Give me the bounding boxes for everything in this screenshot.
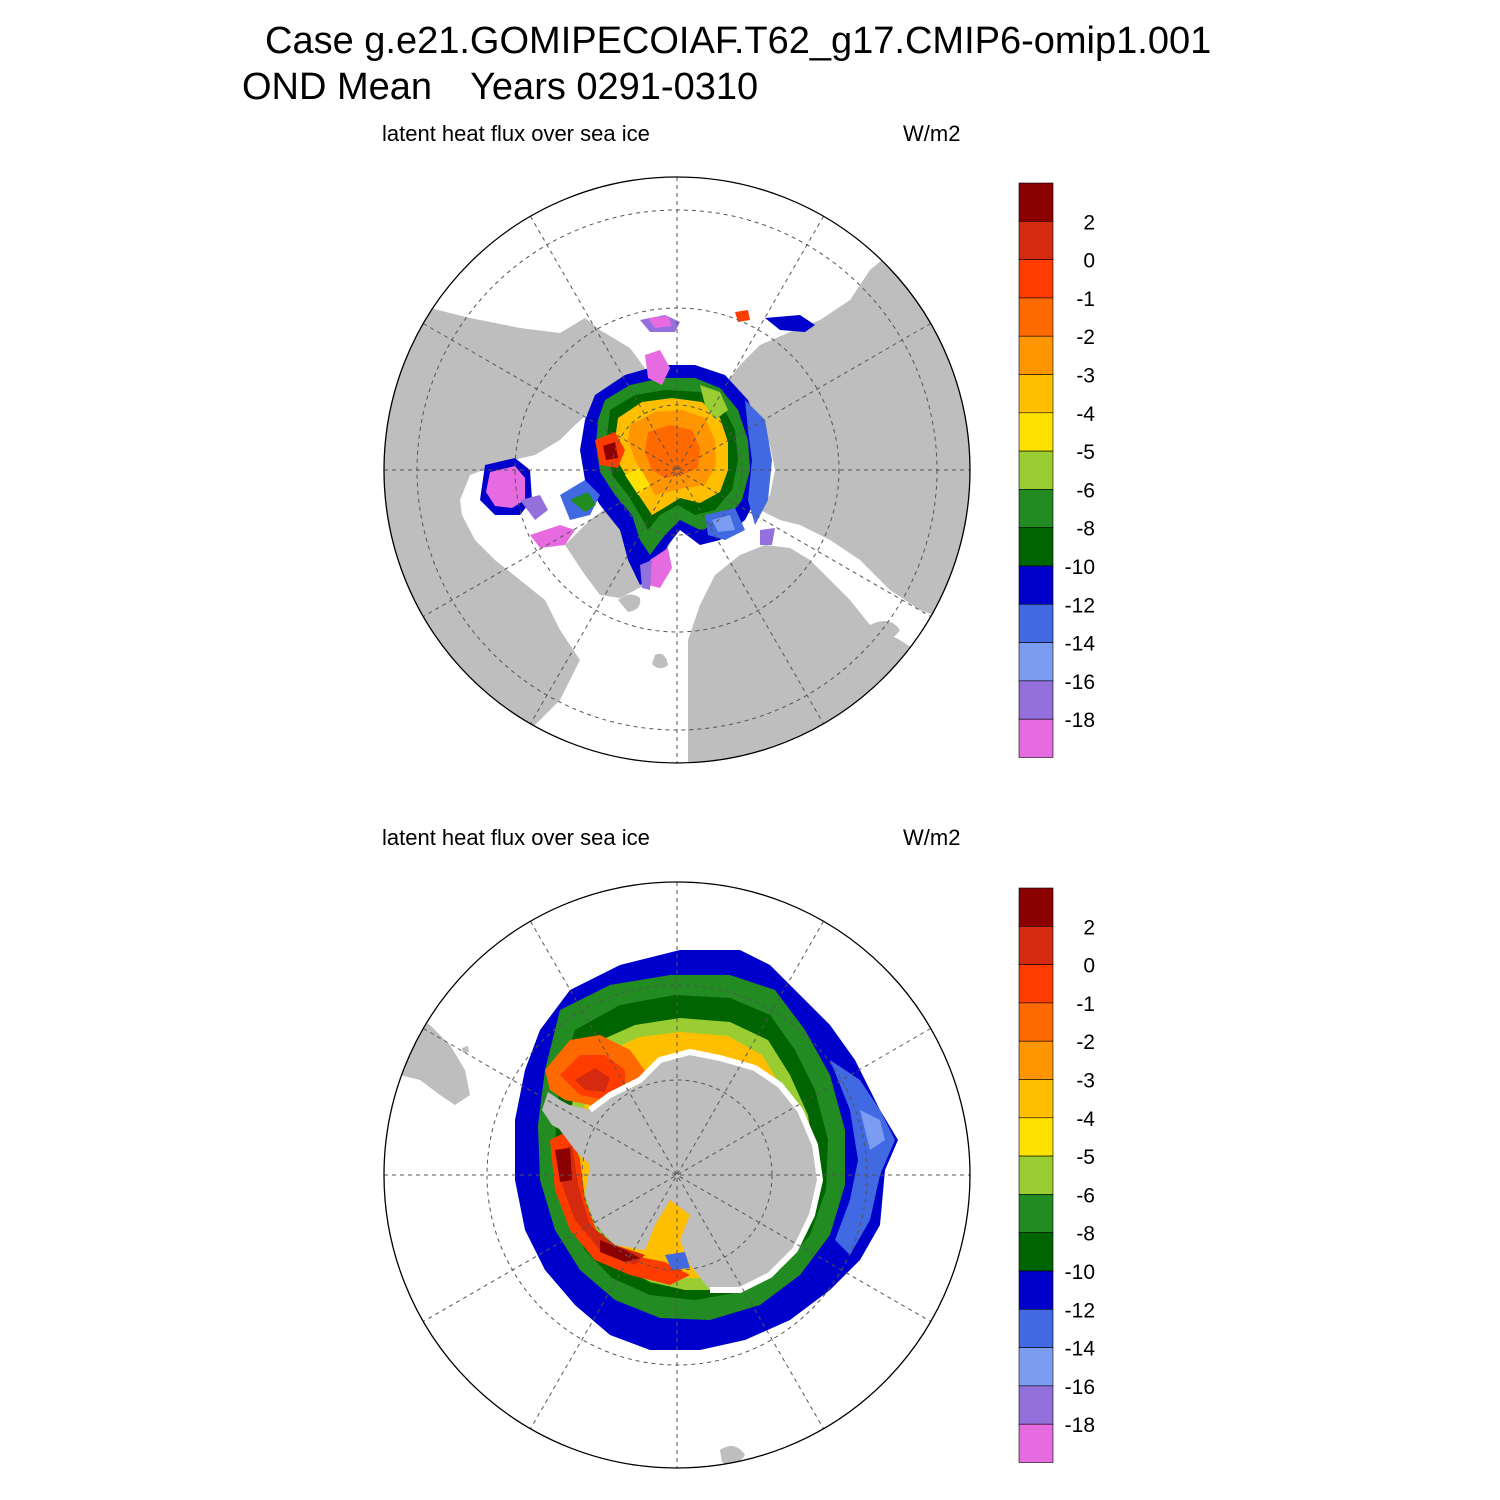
nh-colorbar-tick-label: -12 [1065,594,1095,617]
nh-colorbar-box [1018,450,1054,490]
sh-colorbar-tick-label: -5 [1076,1146,1095,1169]
sh-colorbar-tick-label: -8 [1076,1223,1095,1246]
nh-colorbar-tick-label: -18 [1065,709,1095,732]
sh-colorbar-box [1018,1040,1054,1080]
sh-colorbar-tick-label: -18 [1065,1414,1095,1437]
nh-polar-map [383,176,971,764]
nh-colorbar-box [1018,221,1054,260]
nh-colorbar-tick-label: -5 [1076,441,1095,464]
nh-colorbar-tick-label: 2 [1083,211,1095,234]
sh-polar-map [383,881,971,1469]
sh-colorbar-box [1018,925,1054,965]
nh-colorbar-box [1018,412,1054,452]
sh-colorbar-box [1018,1309,1054,1348]
nh-colorbar-box [1018,374,1054,414]
nh-colorbar-tick-label: -2 [1076,326,1095,349]
main-title-period: OND Mean Years 0291-0310 [242,66,758,109]
nh-units-label: W/m2 [903,121,961,146]
sh-colorbar-box [1018,964,1054,1004]
nh-colorbar-box [1018,335,1054,375]
sh-colorbar-tick-label: -2 [1076,1031,1095,1054]
sh-colorbar-box [1018,1002,1054,1042]
nh-colorbar-box [1018,259,1054,299]
nh-sea-ice-field [480,310,815,590]
sh-colorbar-tick-label: -3 [1076,1070,1095,1093]
nh-colorbar-box [1018,565,1054,605]
nh-colorbar-box [1018,182,1054,222]
nh-colorbar-tick-label: 0 [1083,250,1095,273]
nh-colorbar-tick-label: -14 [1065,633,1096,656]
nh-colorbar-tick-label: -6 [1076,479,1095,502]
sh-colorbar-tick-label: -12 [1065,1299,1095,1322]
sh-colorbar-box [1018,1423,1054,1463]
sh-colorbar-tick-label: -16 [1065,1376,1095,1399]
nh-colorbar-tick-label: -16 [1065,671,1095,694]
season-label: OND Mean [242,66,433,108]
nh-colorbar-tick-label: -3 [1076,365,1095,388]
sh-colorbar-tick-label: -1 [1076,993,1095,1016]
sh-colorbar-box [1018,1270,1054,1310]
nh-colorbar-box [1018,680,1054,720]
nh-graticule [384,177,970,763]
sh-colorbar-box [1018,1079,1054,1119]
nh-colorbar-tick-label: -1 [1076,288,1095,311]
nh-colorbar: 2 0 -1 -2 -3 -4 -5 -6 -8 -10 -12 -14 -16 -18 [1018,182,1096,758]
nh-colorbar-box [1018,603,1054,643]
sh-colorbar-box [1018,1347,1054,1387]
nh-colorbar-tick-label: -8 [1076,518,1095,541]
main-title-case: Case g.e21.GOMIPECOIAF.T62_g17.CMIP6-omi… [265,20,1212,62]
sh-colorbar-box [1018,1194,1054,1234]
nh-colorbar-box [1018,527,1054,567]
sh-variable-label: latent heat flux over sea ice [382,825,650,850]
sh-colorbar-box [1018,1155,1054,1195]
nh-variable-label: latent heat flux over sea ice [382,121,650,146]
sh-colorbar: 2 0 -1 -2 -3 -4 -5 -6 -8 -10 -12 -14 -16 -18 [1018,887,1096,1463]
nh-colorbar-box [1018,489,1054,528]
years-label: Years 0291-0310 [470,66,759,108]
sh-colorbar-tick-label: -6 [1076,1184,1095,1207]
nh-colorbar-tick-label: -10 [1065,556,1095,579]
nh-colorbar-box [1018,718,1054,758]
sh-colorbar-box [1018,887,1054,927]
nh-colorbar-tick-label: -4 [1076,403,1095,426]
sh-colorbar-box [1018,1385,1054,1425]
sh-units-label: W/m2 [903,825,961,850]
nh-colorbar-box [1018,297,1054,337]
nh-colorbar-box [1018,642,1054,682]
sh-colorbar-tick-label: 2 [1083,916,1095,939]
sh-colorbar-box [1018,1117,1054,1157]
sh-colorbar-tick-label: -10 [1065,1261,1095,1284]
sh-colorbar-tick-label: 0 [1083,955,1095,978]
sh-colorbar-box [1018,1232,1054,1272]
sh-colorbar-tick-label: -14 [1065,1338,1096,1361]
sh-colorbar-tick-label: -4 [1076,1108,1095,1131]
sh-graticule [384,882,970,1468]
